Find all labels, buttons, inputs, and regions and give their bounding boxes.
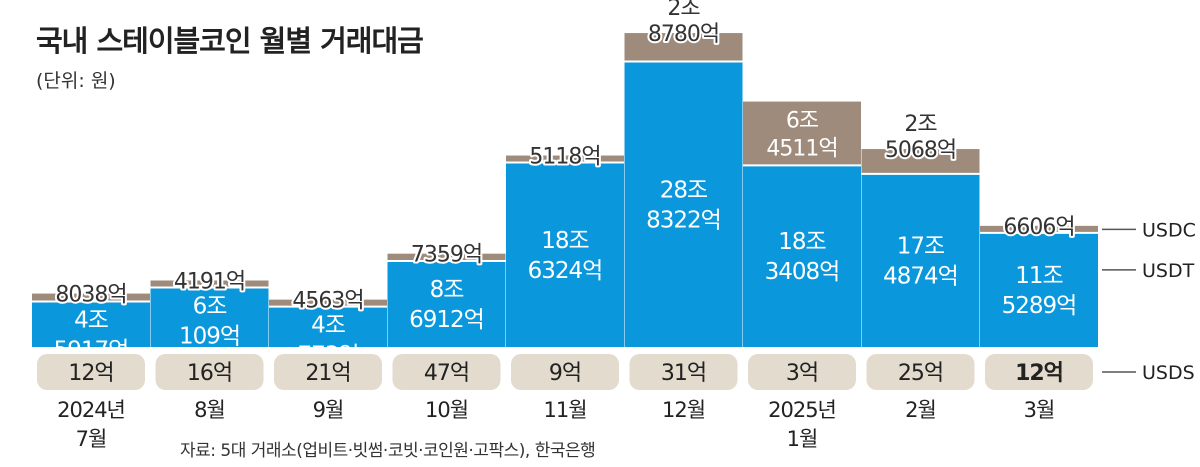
bar-usdt [624, 61, 743, 347]
usdt-data-label: 28조 [660, 177, 707, 203]
bar-usdt [980, 232, 1098, 347]
usdc-data-label: 2조 [667, 0, 700, 21]
usdc-data-label: 5118억 [529, 145, 600, 170]
usdt-data-label: 5289억 [1002, 293, 1077, 319]
usdt-data-label: 4조 [311, 313, 345, 339]
usds-pill [274, 354, 382, 390]
usds-pill [748, 354, 856, 390]
category-label: 12월 [662, 398, 705, 422]
bar-usdc [506, 155, 624, 163]
usdt-data-label: 4조 [74, 308, 108, 334]
usds-pill [37, 354, 145, 390]
category-label: 10월 [425, 398, 468, 422]
usdc-data-label: 5068억 [885, 138, 956, 163]
usdt-data-label: 6조 [193, 293, 227, 319]
usdc-data-label-halo: 5068억 [885, 138, 956, 163]
category-label: 1월 [787, 427, 818, 451]
legend-label: USDT [1142, 260, 1195, 282]
bar-usdc [861, 149, 980, 174]
source-note: 자료: 5대 거래소(업비트·빗썸·코빗·코인원·고팍스), 한국은행 [180, 441, 596, 461]
usdc-data-label-halo: 8780억 [648, 22, 719, 47]
bar-usdt [387, 260, 506, 347]
usds-pill [866, 354, 975, 390]
usdc-data-label: 7359억 [411, 243, 482, 268]
category-label: 2024년 [57, 398, 125, 422]
usdc-data-label-halo: 4191억 [174, 269, 245, 294]
category-label: 7월 [76, 427, 107, 451]
usds-pill [155, 354, 264, 390]
usdc-data-label-halo: 8038억 [55, 283, 126, 308]
usds-data-label: 16억 [187, 361, 232, 386]
category-label: 2025년 [768, 398, 836, 422]
usdc-data-label: 6606억 [1003, 215, 1074, 240]
category-label: 2월 [905, 398, 936, 422]
legend-label: USDC [1142, 219, 1196, 241]
bar-usdc [269, 299, 387, 307]
usdt-data-label: 17조 [897, 233, 944, 259]
category-label: 3월 [1024, 398, 1055, 422]
usdc-data-label: 8038억 [55, 283, 126, 308]
usdt-data-label: 109억 [179, 323, 240, 349]
usdc-data-label: 4563억 [292, 289, 363, 314]
category-label: 9월 [313, 398, 344, 422]
usds-pill [392, 354, 501, 390]
unit-label: (단위: 원) [36, 70, 116, 92]
usdt-data-label: 18조 [778, 229, 825, 255]
usdt-data-label: 6324억 [528, 258, 603, 284]
usdc-data-label-halo: 5118억 [529, 145, 600, 170]
usdt-data-label: 11조 [1015, 263, 1062, 289]
usdc-data-label: 8780억 [648, 22, 719, 47]
bar-usdt [150, 287, 269, 347]
usds-pill [511, 354, 619, 390]
bar-usdt [861, 173, 980, 347]
bar-usdc [980, 225, 1098, 233]
bar-usdc [743, 101, 861, 166]
bar-usdt [269, 306, 387, 347]
usds-data-label: 25억 [898, 361, 943, 386]
usdc-data-label: 6조 [786, 108, 819, 133]
usds-data-label: 12억 [68, 361, 113, 386]
usdc-data-label: 4511억 [766, 136, 837, 161]
usdc-data-label-halo: 2조 [667, 0, 700, 21]
usds-data-label: 12억 [1015, 361, 1063, 386]
usds-data-label: 9억 [549, 361, 581, 386]
bar-usdt [743, 165, 861, 347]
category-label: 11월 [543, 398, 586, 422]
usds-pill [629, 354, 738, 390]
usdt-data-label: 8322억 [646, 207, 721, 233]
usds-data-label: 47억 [424, 361, 469, 386]
usdt-data-label: 3408억 [765, 259, 840, 285]
usdc-data-label: 2조 [904, 112, 937, 137]
usdc-data-label-halo: 4563억 [292, 289, 363, 314]
usds-data-label: 21억 [305, 361, 350, 386]
bar-usdc [624, 33, 743, 62]
usdc-data-label-halo: 7359억 [411, 243, 482, 268]
category-label: 8월 [194, 398, 225, 422]
usds-data-label: 31억 [661, 361, 706, 386]
usdc-data-label-halo: 6606억 [1003, 215, 1074, 240]
bar-usdt [506, 162, 624, 347]
usds-data-label: 3억 [786, 361, 818, 386]
legend-label: USDS [1142, 362, 1195, 384]
usdt-data-label: 18조 [541, 228, 588, 254]
bar-usdc [387, 253, 506, 261]
usdt-data-label: 8조 [430, 277, 464, 303]
usdt-data-label: 6912억 [409, 307, 484, 333]
usdc-data-label: 4191억 [174, 269, 245, 294]
usds-pill [985, 354, 1093, 390]
bar-usdc [150, 280, 269, 288]
usdt-data-label: 4874억 [883, 263, 958, 289]
bar-usdc [32, 293, 150, 302]
chart-title: 국내 스테이블코인 월별 거래대금 [36, 24, 424, 58]
usdc-data-label-halo: 2조 [904, 112, 937, 137]
bar-usdt [32, 301, 150, 347]
